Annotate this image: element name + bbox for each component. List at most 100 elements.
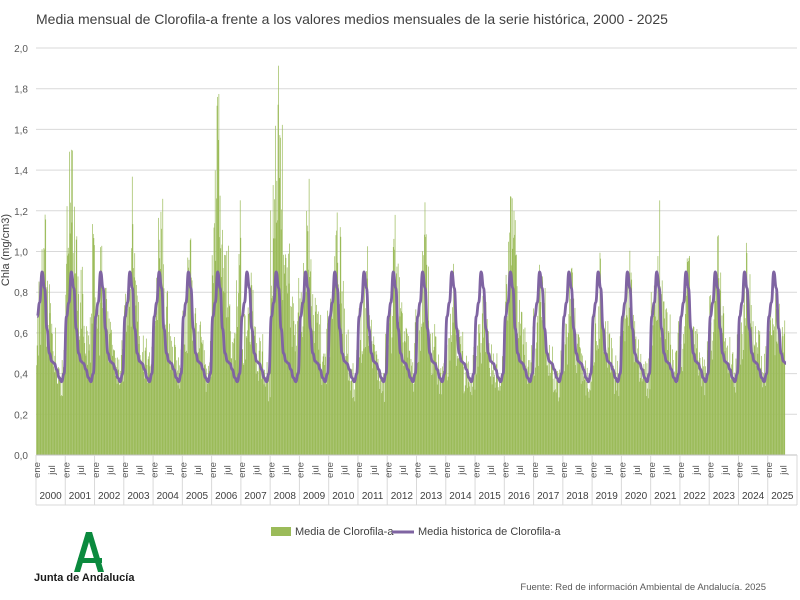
bar-mark bbox=[356, 349, 358, 455]
bar-mark bbox=[450, 313, 451, 455]
bar-mark bbox=[634, 321, 636, 455]
bar-mark bbox=[248, 313, 250, 455]
bar-mark bbox=[230, 358, 232, 455]
bar-mark bbox=[727, 373, 729, 455]
bar-mark bbox=[673, 374, 675, 455]
bar-mark bbox=[44, 214, 46, 455]
bar-mark bbox=[247, 307, 249, 455]
bar-mark bbox=[542, 310, 544, 455]
bar-mark bbox=[41, 249, 43, 455]
bar-mark bbox=[647, 388, 648, 455]
bar-mark bbox=[349, 381, 351, 455]
y-tick-label: 1,4 bbox=[14, 166, 28, 177]
y-tick-label: 0,8 bbox=[14, 288, 28, 299]
bar-mark bbox=[67, 247, 69, 455]
bar-mark bbox=[723, 313, 725, 455]
bar-mark bbox=[441, 394, 442, 455]
bar-mark bbox=[625, 292, 627, 455]
bar-mark bbox=[196, 357, 198, 455]
bar-mark bbox=[67, 255, 68, 455]
bar-mark bbox=[606, 367, 608, 455]
bar-mark bbox=[461, 351, 463, 455]
bar-mark bbox=[405, 327, 407, 455]
bar-mark bbox=[369, 326, 371, 455]
bar-mark bbox=[585, 360, 586, 455]
bar-mark bbox=[720, 272, 722, 455]
bar-mark bbox=[129, 284, 131, 455]
bar-mark bbox=[108, 318, 110, 455]
bar-mark bbox=[81, 328, 83, 455]
bar-mark bbox=[111, 329, 112, 455]
bar-mark bbox=[266, 376, 267, 455]
bar-mark bbox=[776, 341, 778, 455]
bar-mark bbox=[383, 378, 385, 455]
bar-mark bbox=[92, 224, 93, 455]
bar-mark bbox=[135, 305, 137, 455]
bar-mark bbox=[124, 334, 126, 455]
bar-mark bbox=[655, 316, 656, 455]
bar-mark bbox=[741, 334, 743, 455]
bar-mark bbox=[380, 372, 382, 455]
bar-mark bbox=[187, 257, 189, 455]
bar-mark bbox=[566, 324, 567, 455]
bar-mark bbox=[374, 351, 376, 455]
bar-mark bbox=[372, 344, 374, 455]
bar-mark bbox=[417, 362, 419, 455]
bar-mark bbox=[294, 351, 296, 455]
bar-mark bbox=[231, 342, 233, 455]
bar-mark bbox=[488, 331, 489, 455]
bar-mark bbox=[42, 284, 44, 455]
bar-mark bbox=[547, 365, 548, 455]
bar-mark bbox=[663, 301, 664, 455]
bar-mark bbox=[326, 328, 328, 455]
bar-mark bbox=[330, 298, 331, 455]
bar-mark bbox=[496, 353, 498, 455]
bar-mark bbox=[53, 366, 54, 455]
bar-mark bbox=[726, 363, 728, 455]
bar-mark bbox=[766, 373, 767, 455]
bar-mark bbox=[83, 336, 84, 455]
bar-mark bbox=[606, 357, 608, 455]
bar-mark bbox=[353, 389, 355, 455]
bar-mark bbox=[172, 364, 174, 455]
bar-mark bbox=[707, 350, 709, 455]
bar-mark bbox=[473, 346, 475, 455]
bar-mark bbox=[685, 314, 686, 455]
bar-mark bbox=[770, 335, 772, 455]
bar-mark bbox=[120, 354, 122, 455]
bar-mark bbox=[327, 323, 329, 455]
bar-mark bbox=[191, 277, 192, 455]
bar-mark bbox=[758, 334, 760, 455]
bar-mark bbox=[724, 351, 726, 455]
chart-title: Media mensual de Clorofila-a frente a lo… bbox=[36, 11, 668, 27]
bar-mark bbox=[549, 344, 550, 455]
bar-mark bbox=[171, 361, 173, 455]
bar-mark bbox=[635, 339, 636, 455]
bar-mark bbox=[348, 380, 350, 455]
bar-mark bbox=[728, 364, 730, 455]
bar-mark bbox=[38, 281, 40, 455]
bar-mark bbox=[642, 370, 644, 455]
bar-mark bbox=[525, 342, 527, 455]
bar-mark bbox=[604, 349, 606, 455]
bar-mark bbox=[527, 383, 528, 455]
bar-mark bbox=[338, 292, 340, 455]
bar-mark bbox=[697, 333, 698, 455]
bar-mark bbox=[214, 170, 216, 455]
bar-mark bbox=[527, 366, 529, 455]
bar-mark bbox=[670, 344, 672, 455]
bar-mark bbox=[198, 352, 200, 455]
bar-mark bbox=[715, 274, 717, 455]
bar-mark bbox=[371, 341, 373, 455]
bar-mark bbox=[674, 371, 675, 455]
x-month-label: jul bbox=[603, 465, 614, 476]
bar-mark bbox=[631, 279, 633, 455]
x-month-label: jul bbox=[193, 465, 204, 476]
bar-mark bbox=[336, 212, 338, 455]
bar-mark bbox=[288, 283, 290, 455]
bar-mark bbox=[741, 322, 742, 455]
bar-mark bbox=[299, 327, 300, 455]
bar-mark bbox=[548, 375, 550, 455]
bar-mark bbox=[68, 253, 70, 455]
bar-mark bbox=[36, 345, 38, 455]
